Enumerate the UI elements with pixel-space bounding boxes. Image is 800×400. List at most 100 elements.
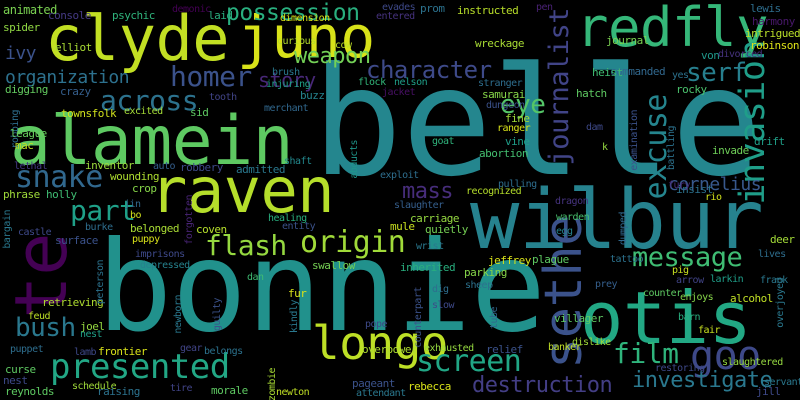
word-146: pig [672,265,689,276]
word-189: morale [211,384,248,397]
word-174: frontier [98,345,147,358]
word-12: presented [50,347,230,387]
word-46: laid [208,9,233,22]
word-77: brush [272,67,300,78]
word-129: warden [556,212,590,223]
word-149: frank [760,275,788,286]
word-191: newton [276,387,310,398]
word-13: goo [690,333,761,379]
word-69: stranger [478,78,523,89]
word-88: auto [153,161,176,172]
word-143: jeffrey [488,254,531,267]
word-124: carriage [410,212,459,225]
word-160: slow [432,300,455,311]
word-5: clyde [45,2,230,75]
word-144: plague [532,253,569,266]
word-118: coven [196,223,227,236]
word-73: nelson [394,77,428,88]
word-155: newborn [173,295,184,334]
word-39: animated [3,3,57,17]
word-41: digging [5,83,48,96]
word-87: inventor [85,159,134,172]
word-65: heist [592,66,623,79]
word-106: holly [46,188,77,201]
word-156: guilty [212,298,223,332]
word-72: flock [358,77,386,88]
word-74: jacket [382,87,416,98]
word-122: quietly [425,223,468,236]
word-142: parking [464,266,507,279]
word-80: excited [124,106,163,117]
word-183: curse [5,363,36,376]
word-192: pageant [352,377,395,390]
word-165: overjoyed [775,278,786,328]
word-11: longo [312,316,448,370]
word-36: cornelius [668,174,762,195]
word-1: bonnie [97,215,546,360]
word-30: serf [686,58,747,88]
word-105: phrase [3,188,40,201]
word-175: gear [180,343,203,354]
word-22: snake [15,160,103,195]
word-111: belonged [130,222,179,235]
word-194: rebecca [408,380,451,393]
word-84: league [10,127,47,140]
word-177: kindly [289,300,300,334]
word-184: nest [3,374,28,387]
word-109: jin [124,199,141,210]
word-37: organization [5,67,130,88]
word-33: possession [226,0,360,26]
word-34: weapon [294,44,371,69]
word-141: inherited [400,261,456,274]
word-195: restoring [655,363,705,374]
word-89: robbery [180,161,223,174]
word-157: fur [288,287,307,300]
word-92: exploit [380,170,419,181]
word-70: samurai [482,88,525,101]
word-97: vine [505,135,530,148]
word-71: dungeon [486,100,525,111]
word-82: townsfolk [61,107,117,120]
word-125: slaughter [394,200,444,211]
word-24: bush [15,313,76,343]
word-78: merchant [264,103,309,114]
word-135: deer [770,233,795,246]
word-75: buzz [300,89,325,102]
word-21: across [100,84,199,117]
word-85: mac [15,139,34,152]
word-196: slaughtered [722,357,783,368]
word-81: sid [190,106,209,119]
word-94: goat [432,136,455,147]
word-131: insist [676,183,713,196]
word-117: forgotten [184,195,195,245]
word-2: wilbur [470,173,764,268]
word-26: film [613,337,679,370]
word-25: screen [416,344,522,379]
word-43: elliot [55,41,92,54]
word-66: hatch [576,87,607,100]
word-102: drift [754,135,785,148]
word-61: divorced [718,49,763,60]
word-48: curious [277,36,316,47]
word-64: commanded [610,65,666,78]
word-59: harmony [752,15,795,28]
word-62: intrigued [745,27,800,40]
word-53: prom [420,2,445,15]
word-170: barn [678,312,701,323]
word-67: yes [672,70,689,81]
word-45: psychic [112,9,155,22]
word-86: lethal [14,161,48,172]
word-9: redfly [576,0,769,59]
word-115: castle [18,227,52,238]
word-68: rocky [676,83,707,96]
word-57: journal [606,34,649,47]
word-159: sheep [465,280,493,291]
word-181: banker [548,342,582,353]
word-114: surface [55,234,98,247]
word-150: retrieving [42,296,104,309]
word-50: cow [335,40,352,51]
word-98: abortion [479,147,528,160]
word-148: larkin [710,274,744,285]
word-32: mass [402,179,453,204]
word-51: evades [382,2,416,13]
